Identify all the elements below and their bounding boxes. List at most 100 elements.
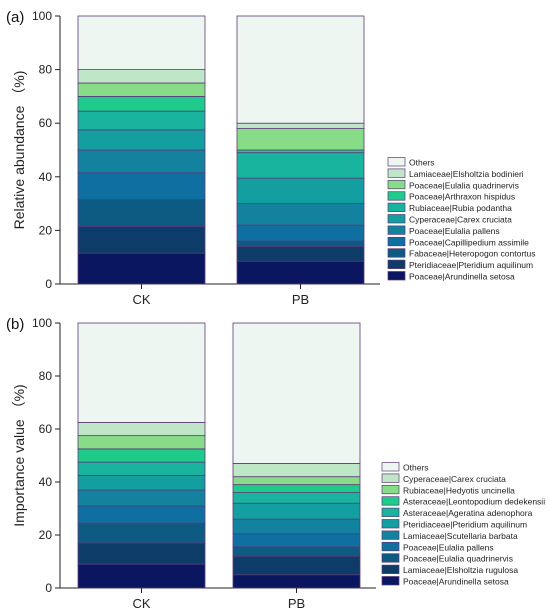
bar-segment bbox=[77, 421, 206, 437]
bar-segment bbox=[232, 518, 361, 535]
bar-segment bbox=[232, 484, 361, 493]
legend-swatch bbox=[387, 248, 406, 258]
category-label: CK bbox=[132, 292, 150, 307]
legend-entry: Fabaceae|Heteropogon contortus bbox=[409, 249, 536, 259]
bar-segment bbox=[236, 203, 365, 226]
legend-entry: Pteridiaceae|Pteridium aquilinum bbox=[403, 520, 527, 530]
bar-segment bbox=[232, 476, 361, 486]
legend-entry: Asteraceae|Leontopodium dedekensii bbox=[403, 497, 545, 507]
legend-swatch bbox=[381, 473, 400, 483]
bar-segment bbox=[236, 224, 365, 242]
bar-segment bbox=[232, 322, 361, 464]
bar-segment bbox=[77, 489, 206, 507]
y-axis-title: Importance value （%) bbox=[11, 384, 27, 526]
y-tick-label: 60 bbox=[39, 422, 53, 436]
bar-segment bbox=[77, 225, 206, 254]
bar-segment bbox=[77, 110, 206, 131]
bar-segment bbox=[77, 461, 206, 476]
bar-segment bbox=[236, 152, 365, 179]
legend-entry: Poaceae|Capillipedium assimile bbox=[409, 237, 529, 247]
legend-entry: Lamiaceae|Elsholtzia bodinieri bbox=[409, 169, 524, 179]
category-label: PB bbox=[288, 596, 305, 611]
bar-segment bbox=[236, 260, 365, 285]
bar-segment bbox=[236, 177, 365, 204]
bar-segment bbox=[77, 563, 206, 589]
bar-segment bbox=[77, 199, 206, 227]
legend-entry: Rubiaceae|Rubia podantha bbox=[409, 203, 512, 213]
y-tick-label: 0 bbox=[45, 277, 52, 291]
legend-entry: Poaceae|Arthraxon hispidus bbox=[409, 192, 515, 202]
legend-entry: Asteraceae|Ageratina adenophora bbox=[403, 508, 533, 518]
legend-entry: Poaceae|Eulalia pallens bbox=[403, 542, 494, 552]
bar-segment bbox=[77, 69, 206, 84]
y-tick-label: 0 bbox=[45, 581, 52, 595]
category-label: PB bbox=[292, 292, 309, 307]
bar-segment bbox=[232, 463, 361, 478]
bar-segment bbox=[77, 149, 206, 174]
legend-swatch bbox=[381, 519, 400, 529]
legend-swatch bbox=[387, 214, 406, 224]
legend-entry: Lamiaceae|Scutellaria barbata bbox=[403, 531, 518, 541]
legend: Poaceae|Arundinella setosa Pteridiaceae|P… bbox=[387, 157, 536, 282]
y-tick-label: 20 bbox=[39, 528, 53, 542]
legend-swatch bbox=[387, 179, 406, 190]
legend-swatch bbox=[381, 576, 400, 586]
legend-entry: Others bbox=[409, 158, 435, 168]
legend-entry: Pteridiaceae|Pteridium aquilinum bbox=[409, 260, 533, 270]
y-tick-label: 80 bbox=[39, 63, 53, 77]
y-tick-label: 40 bbox=[39, 475, 53, 489]
y-tick-label: 40 bbox=[39, 170, 53, 184]
y-tick-label: 100 bbox=[32, 9, 52, 23]
bar-segment bbox=[77, 15, 206, 70]
bar-segment bbox=[77, 96, 206, 112]
chart-panel-1: (a) Relative abundance （%) 0 20 40 60 80 100 CK P… bbox=[6, 9, 536, 307]
bar-segment bbox=[232, 533, 361, 548]
bar-segment bbox=[77, 448, 206, 463]
bar-segment bbox=[77, 435, 206, 450]
panel-label: (b) bbox=[6, 316, 24, 333]
y-tick-label: 80 bbox=[39, 369, 53, 383]
legend-swatch bbox=[387, 271, 406, 281]
legend-entry: Poaceae|Arundinella setosa bbox=[409, 272, 515, 282]
y-tick-label: 100 bbox=[32, 316, 52, 330]
legend-entry: Poaceae|Eulalia quadrinervis bbox=[409, 180, 519, 190]
legend-entry: Others bbox=[403, 463, 429, 473]
bar-segment bbox=[236, 246, 365, 262]
legend-swatch bbox=[387, 168, 406, 178]
bar-segment bbox=[236, 15, 365, 124]
bar-segment bbox=[236, 240, 365, 247]
legend-entry: Cyperaceae|Carex cruciata bbox=[409, 215, 512, 225]
legend-swatch bbox=[387, 225, 406, 235]
legend-swatch bbox=[387, 191, 406, 201]
bar-segment bbox=[232, 555, 361, 576]
legend-entry: Poaceae|Arundinella setosa bbox=[403, 577, 509, 587]
legend-swatch bbox=[381, 496, 400, 506]
bar-segment bbox=[236, 149, 365, 154]
legend-swatch bbox=[381, 564, 400, 574]
bar-segment bbox=[77, 252, 206, 285]
bar-segment bbox=[236, 122, 365, 129]
legend-swatch bbox=[387, 259, 406, 269]
bar-segment bbox=[232, 502, 361, 520]
bar-segment bbox=[77, 322, 206, 423]
legend: Poaceae|Arundinella setosa Lamiaceae|Elsh… bbox=[381, 462, 545, 587]
bar-segment bbox=[236, 128, 365, 151]
bar-segment bbox=[77, 82, 206, 97]
bar-segment bbox=[77, 129, 206, 151]
legend-swatch bbox=[381, 553, 400, 563]
legend-swatch bbox=[381, 530, 400, 540]
bar-segment bbox=[232, 492, 361, 504]
legend-entry: Cyperaceae|Carex cruciata bbox=[403, 474, 506, 484]
legend-swatch bbox=[387, 157, 406, 167]
legend-swatch bbox=[381, 541, 400, 552]
y-axis-title: Relative abundance （%) bbox=[11, 71, 27, 230]
bar-segment bbox=[232, 574, 361, 589]
chart-panel-2: (b) Importance value （%) 0 20 40 60 80 100 CK PB P… bbox=[6, 316, 545, 611]
legend-swatch bbox=[387, 202, 406, 212]
legend-swatch bbox=[387, 236, 406, 247]
bar-segment bbox=[77, 474, 206, 491]
y-tick-label: 60 bbox=[39, 116, 53, 130]
legend-swatch bbox=[381, 484, 400, 495]
legend-entry: Poaceae|Eulalia pallens bbox=[409, 226, 500, 236]
